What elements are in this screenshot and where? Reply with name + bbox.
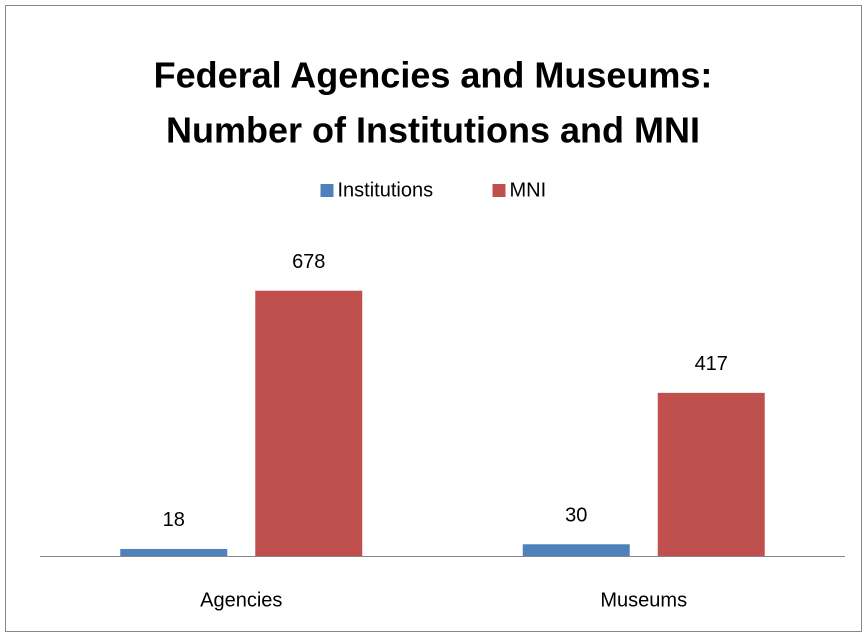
data-label: 30 [565,505,587,527]
legend-label: MNI [510,179,547,201]
bar [657,392,765,556]
bar [255,290,363,556]
chart-title: Number of Institutions and MNI [166,110,700,151]
data-label: 417 [695,353,728,375]
bar [120,548,228,556]
legend-swatch [320,184,334,197]
x-tick-label: Agencies [200,589,282,611]
data-label: 678 [292,251,325,273]
bar [522,544,630,556]
chart-title: Federal Agencies and Museums: [154,55,713,96]
x-tick-label: Museums [600,589,687,611]
data-label: 18 [163,509,185,531]
legend-label: Institutions [338,179,434,201]
legend-swatch [492,184,506,197]
